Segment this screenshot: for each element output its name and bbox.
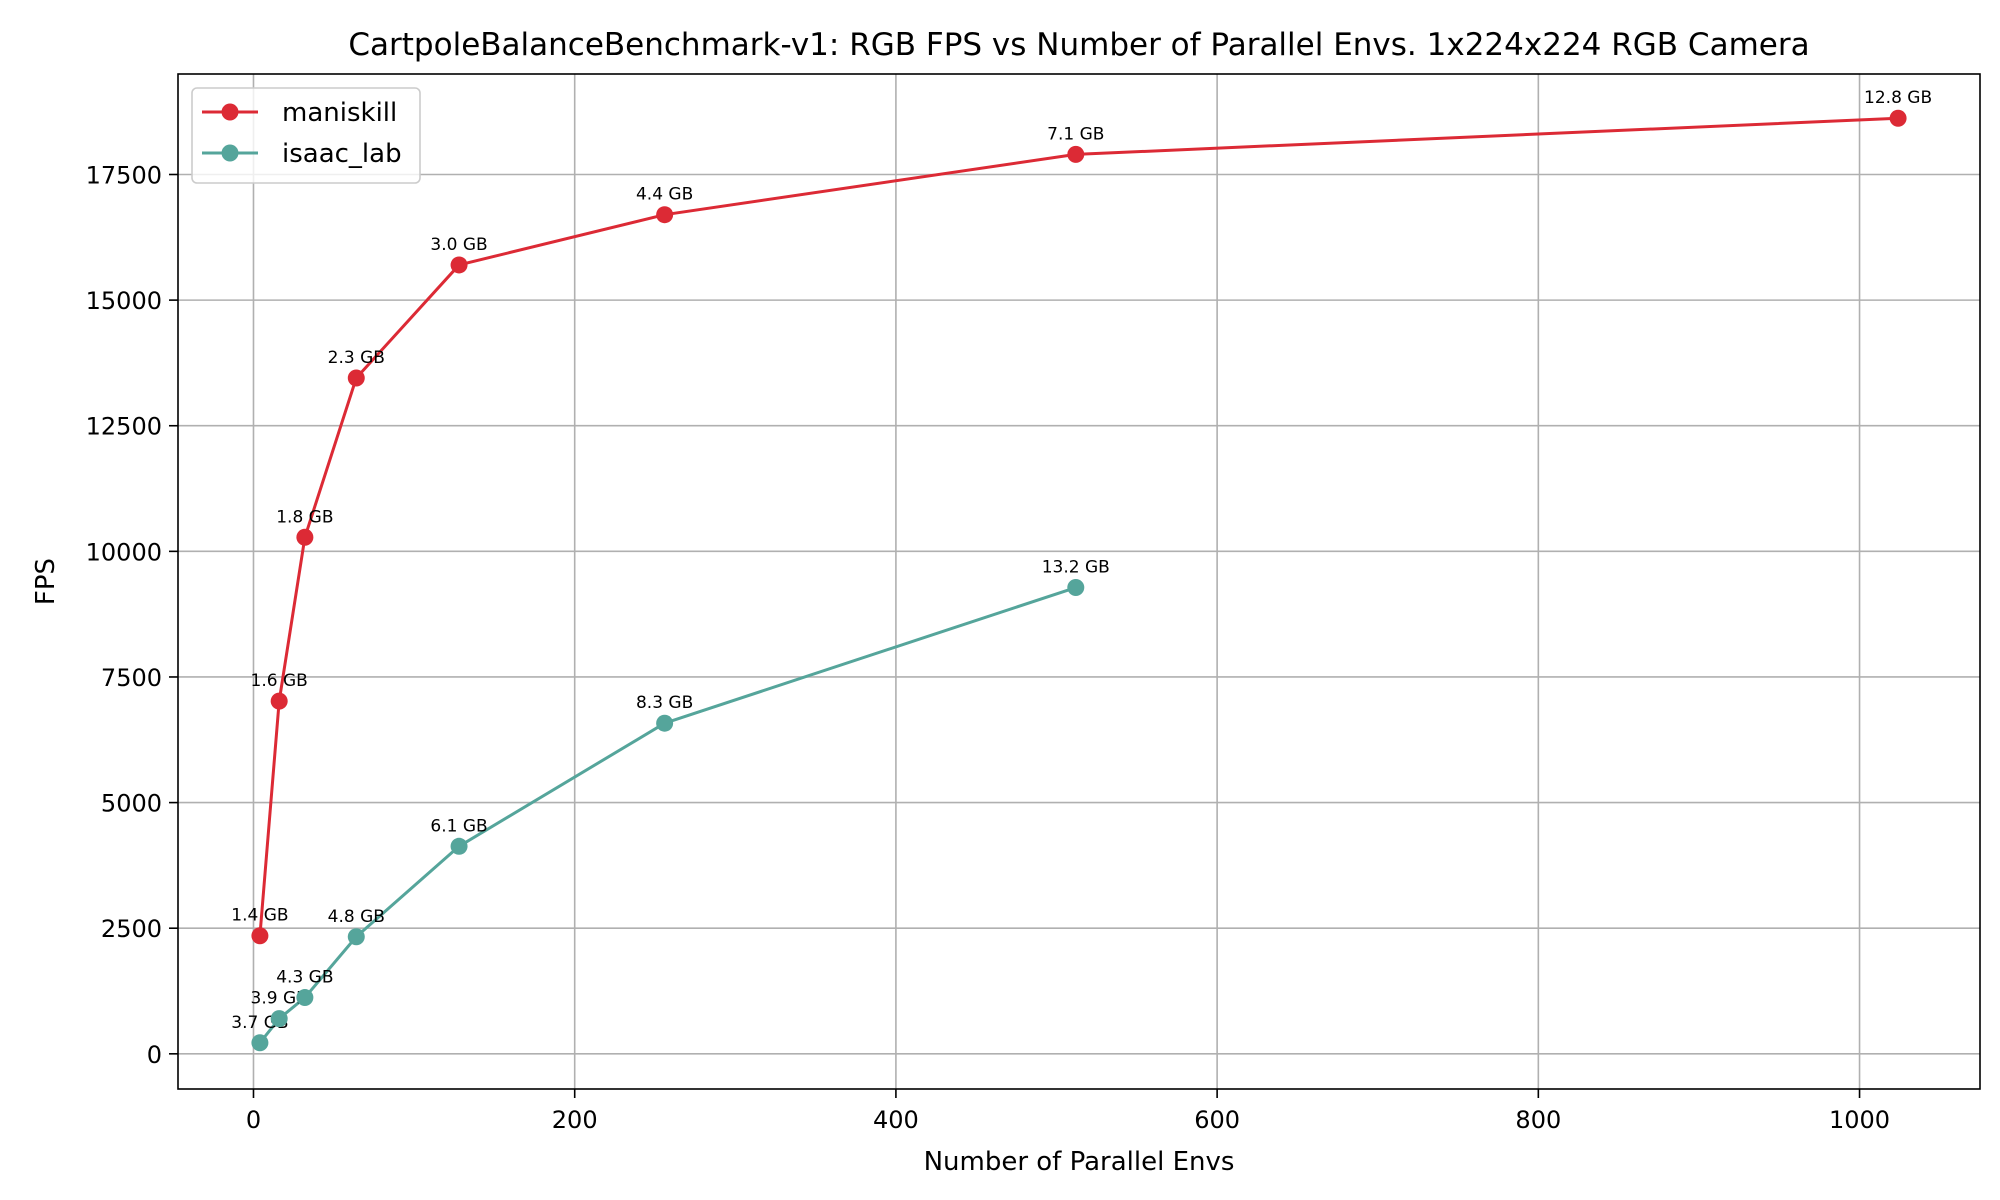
data-point [251, 1034, 269, 1052]
data-point [296, 528, 314, 546]
series-maniskill: 1.4 GB 1.6 GB 1.8 GB 2.3 GB 3.0 GB 4.4 GB 7.1 … [231, 88, 1932, 945]
legend-label: isaac_lab [282, 139, 402, 169]
memory-label: 4.8 GB [328, 907, 385, 927]
x-axis-title: Number of Parallel Envs [924, 1147, 1235, 1177]
memory-label: 4.3 GB [276, 968, 333, 988]
y-tick-label: 10000 [86, 538, 162, 566]
y-tick-label: 12500 [86, 413, 162, 441]
memory-label: 3.0 GB [430, 235, 487, 255]
data-point [1067, 579, 1085, 597]
y-tick-label: 2500 [101, 915, 162, 943]
chart-title: CartpoleBalanceBenchmark-v1: RGB FPS vs … [348, 27, 1809, 63]
legend-label: maniskill [282, 98, 397, 128]
memory-label: 8.3 GB [636, 693, 693, 713]
x-tick-label: 400 [873, 1106, 919, 1134]
memory-label: 4.4 GB [636, 185, 693, 205]
grid-lines [178, 74, 1980, 1089]
x-tick-label: 1000 [1829, 1106, 1890, 1134]
memory-label: 1.8 GB [276, 507, 333, 527]
data-point [656, 206, 674, 224]
x-tick-label: 0 [246, 1106, 261, 1134]
memory-label: 7.1 GB [1047, 124, 1104, 144]
y-tick-label: 15000 [86, 287, 162, 315]
data-point [1889, 109, 1907, 127]
memory-label: 2.3 GB [328, 348, 385, 368]
memory-label: 3.9 GB [251, 989, 308, 1009]
x-tick-label: 200 [552, 1106, 598, 1134]
data-point [450, 837, 468, 855]
y-tick-label: 7500 [101, 664, 162, 692]
data-point [296, 989, 314, 1007]
memory-label: 1.4 GB [231, 906, 288, 926]
memory-label: 1.6 GB [251, 671, 308, 691]
series-isaac_lab: 3.7 GB3.9 GB4.3 GB4.8 GB6.1 GB8.3 GB13.2… [231, 558, 1110, 1052]
data-point [270, 692, 288, 710]
plot-frame [177, 73, 1981, 1090]
data-point [1067, 145, 1085, 163]
legend-swatch-marker [221, 144, 239, 162]
data-point [450, 256, 468, 274]
legend: maniskill isaac_lab [191, 87, 421, 184]
memory-label: 12.8 GB [1864, 88, 1932, 108]
data-point [656, 714, 674, 732]
x-tick-label: 800 [1515, 1106, 1561, 1134]
data-point [270, 1010, 288, 1028]
legend-swatch-marker [221, 103, 239, 121]
axes: 0 200 400 600 800 100002500500075001000012500… [86, 161, 1890, 1134]
data-series: 1.4 GB 1.6 GB 1.8 GB 2.3 GB 3.0 GB 4.4 GB 7.1 … [231, 88, 1932, 1052]
data-point [347, 928, 365, 946]
y-tick-label: 5000 [101, 790, 162, 818]
x-tick-label: 600 [1194, 1106, 1240, 1134]
series-line [258, 116, 1899, 936]
memory-label: 6.1 GB [430, 816, 487, 836]
y-axis-title: FPS [31, 558, 61, 605]
memory-label: 13.2 GB [1042, 558, 1110, 578]
y-tick-label: 0 [147, 1041, 162, 1069]
y-tick-label: 17500 [86, 161, 162, 189]
data-point [251, 927, 269, 945]
data-point [347, 369, 365, 387]
